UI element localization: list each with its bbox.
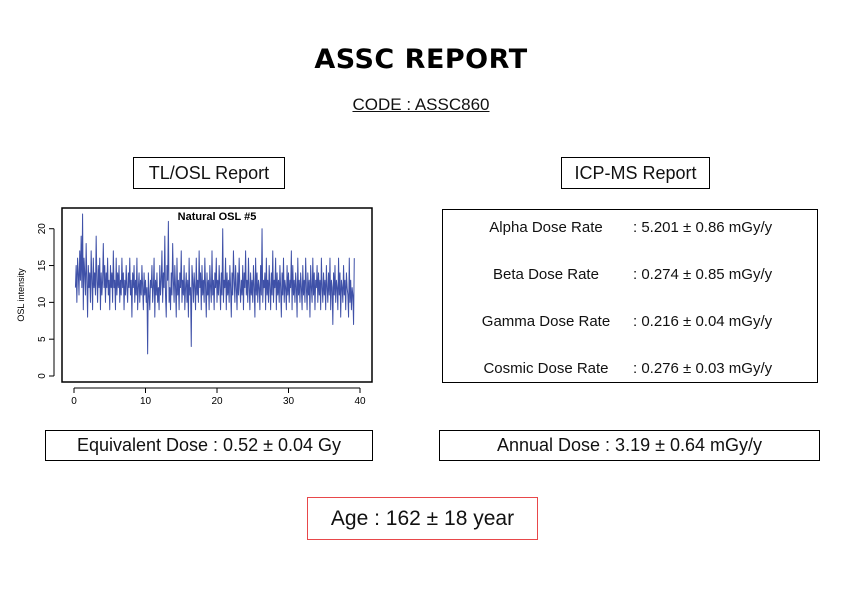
- y-tick-label: 0: [37, 373, 48, 379]
- dose-label: Cosmic Dose Rate: [483, 360, 609, 377]
- cosmic-dose-row: Cosmic Dose Rate : 0.276 ± 0.03 mGy/y: [459, 360, 772, 377]
- y-tick-label: 5: [37, 336, 48, 342]
- x-tick-label: 30: [283, 396, 295, 407]
- x-tick-label: 0: [71, 396, 77, 407]
- age-result-box: Age : 162 ± 18 year: [307, 497, 538, 540]
- chart-y-axis-label: OSL intensity: [16, 268, 26, 322]
- y-tick-label: 20: [37, 223, 48, 235]
- dose-value: : 0.274 ± 0.85 mGy/y: [633, 266, 773, 283]
- report-code: CODE : ASSC860: [352, 95, 490, 114]
- dose-label: Alpha Dose Rate: [489, 219, 603, 236]
- dose-label: Gamma Dose Rate: [481, 313, 611, 330]
- chart-x-axis: 0 10 20 30 40: [71, 387, 366, 407]
- chart-plot-frame: [61, 207, 373, 383]
- dose-value: : 5.201 ± 0.86 mGy/y: [633, 219, 773, 236]
- icpms-dose-table: Alpha Dose Rate : 5.201 ± 0.86 mGy/y Beta…: [442, 209, 818, 383]
- dose-value: : 0.216 ± 0.04 mGy/y: [633, 313, 773, 330]
- chart-title: Natural OSL #5: [178, 211, 257, 223]
- dose-label: Beta Dose Rate: [493, 266, 599, 283]
- y-tick-label: 10: [37, 296, 48, 308]
- beta-dose-row: Beta Dose Rate : 0.274 ± 0.85 mGy/y: [459, 266, 772, 283]
- y-tick-label: 15: [37, 260, 48, 272]
- report-title: ASSC REPORT: [314, 44, 528, 75]
- annual-dose-box: Annual Dose : 3.19 ± 0.64 mGy/y: [439, 430, 820, 461]
- x-tick-label: 40: [354, 396, 366, 407]
- tlosl-section-title: TL/OSL Report: [133, 157, 285, 189]
- x-tick-label: 20: [211, 396, 223, 407]
- chart-series-line: [74, 213, 355, 355]
- icpms-section-title: ICP-MS Report: [561, 157, 710, 189]
- osl-chart: Natural OSL #5 OSL intensity 0 10 20 30 40 0…: [16, 207, 373, 407]
- equivalent-dose-box: Equivalent Dose : 0.52 ± 0.04 Gy: [45, 430, 373, 461]
- dose-value: : 0.276 ± 0.03 mGy/y: [633, 360, 773, 377]
- alpha-dose-row: Alpha Dose Rate : 5.201 ± 0.86 mGy/y: [459, 219, 772, 236]
- x-tick-label: 10: [140, 396, 152, 407]
- gamma-dose-row: Gamma Dose Rate : 0.216 ± 0.04 mGy/y: [459, 313, 772, 330]
- chart-y-axis: 0 5 10 15 20: [37, 223, 55, 379]
